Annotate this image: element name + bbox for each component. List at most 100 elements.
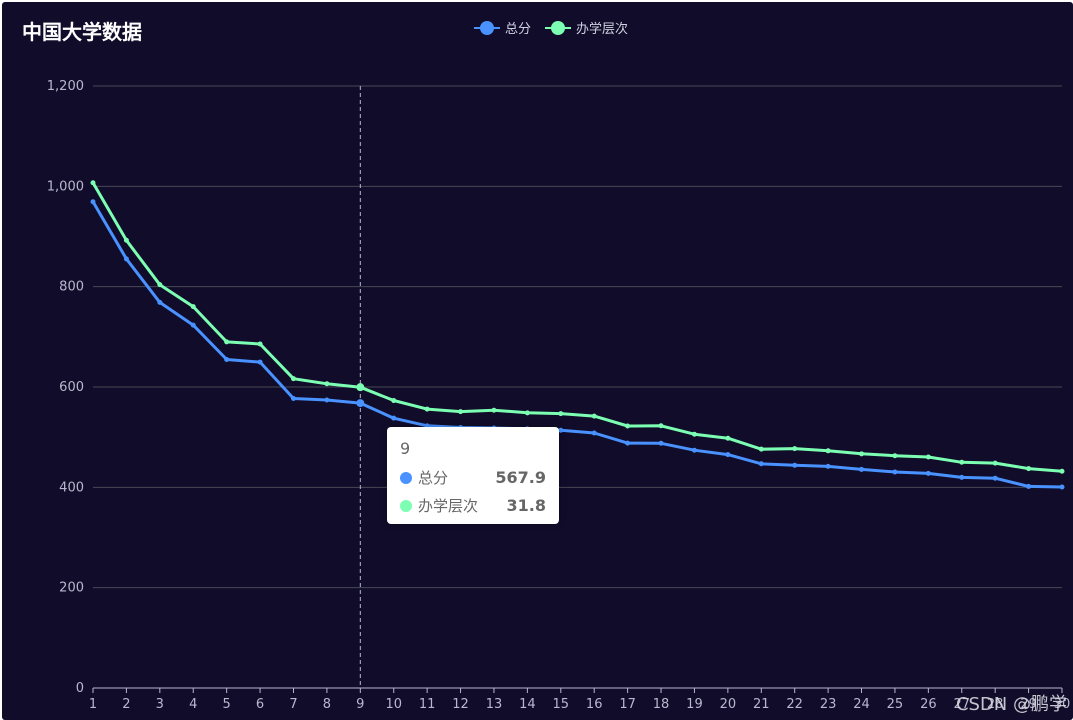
x-tick-label: 28 [987,697,1004,712]
series-line-level [91,182,1063,473]
data-point-level [257,341,263,347]
x-tick-label: 25 [887,697,904,712]
legend-swatch-total [474,20,500,35]
legend-label-level: 办学层次 [576,22,629,37]
data-point-level [1059,468,1065,474]
data-point-total [391,415,397,421]
x-tick-label: 4 [189,697,197,712]
tooltip-name-level: 办学层次 [418,497,479,515]
tooltip-header: 9 [400,439,411,458]
series-line-total [91,201,1063,489]
data-point-level [591,413,597,419]
x-tick-label: 19 [686,697,703,712]
data-point-total [925,470,931,476]
x-tick-label: 5 [223,697,231,712]
x-tick-label: 29 [1020,697,1037,712]
data-point-level [290,376,296,382]
legend-swatch-level [545,20,572,35]
legend-item-total[interactable]: 总分 [474,18,531,37]
data-point-total [1026,483,1032,489]
data-point-level [859,451,865,457]
data-point-level [792,446,798,452]
x-tick-label: 23 [820,697,837,712]
x-tick-label: 14 [519,697,536,712]
legend-item-level[interactable]: 办学层次 [545,18,628,37]
x-tick-label: 18 [653,697,670,712]
data-point-total [725,452,731,458]
data-point-total [123,256,129,262]
data-point-total [625,440,631,446]
data-point-total [290,396,296,402]
x-tick-label: 24 [853,697,870,712]
data-point-level [658,423,664,429]
tooltip-value-level: 31.8 [506,496,546,515]
x-tick-label: 1 [89,697,97,712]
data-point-total [591,430,597,436]
x-tick-label: 11 [419,697,436,712]
y-tick-label: 1,000 [47,179,84,194]
data-point-total [558,427,564,433]
data-point-total [758,461,764,467]
y-tick-label: 1,200 [47,79,84,94]
data-point-level [458,409,464,415]
x-tick-label: 13 [486,697,503,712]
tooltip-name-total: 总分 [418,469,449,487]
x-tick-label: 17 [619,697,636,712]
tooltip: 9 总分 567.9 办学层次 31.8 [387,427,559,524]
data-point-total [90,199,96,205]
x-tick-label: 16 [586,697,603,712]
data-point-level [691,431,697,437]
x-tick-label: 6 [256,697,264,712]
data-point-level [324,381,330,387]
tooltip-value-total: 567.9 [495,468,546,487]
data-point-level [925,454,931,460]
data-point-total [792,462,798,468]
data-point-level [625,423,631,429]
data-point-level [190,304,196,310]
data-point-level [424,406,430,412]
data-point-total [157,299,163,305]
x-tick-label: 7 [289,697,297,712]
legend: 总分 办学层次 [474,18,628,37]
tooltip-dot-total [400,471,412,484]
chart-title: 中国大学数据 [22,20,142,44]
data-point-total [892,469,898,475]
watermark: CSDN @鹏学 [955,694,1067,715]
data-point-level [123,237,129,243]
data-point-level [1026,466,1032,472]
x-tick-label: 22 [786,697,803,712]
x-tick-label: 26 [920,697,937,712]
data-point-level [491,407,497,413]
y-tick-label: 400 [59,480,84,495]
x-tick-label: 27 [953,697,970,712]
data-point-total [859,466,865,472]
x-tick-label: 8 [323,697,331,712]
data-point-level [825,448,831,454]
x-tick-label: 9 [356,697,364,712]
data-point-total [356,399,365,408]
x-tick-label: 21 [753,697,770,712]
x-tick-label: 15 [553,697,570,712]
data-point-level [157,282,163,288]
data-point-level [758,446,764,452]
data-point-level [992,460,998,466]
data-point-total [825,463,831,469]
data-point-total [324,397,330,403]
data-point-level [959,459,965,465]
x-tick-label: 20 [720,697,737,712]
y-tick-label: 200 [59,581,84,596]
tooltip-row-total: 总分 567.9 [400,467,546,488]
data-point-total [224,357,230,363]
data-point-level [524,410,530,416]
data-point-total [658,440,664,446]
data-point-level [224,339,230,345]
tooltip-row-level: 办学层次 31.8 [400,495,546,516]
data-point-level [558,411,564,417]
x-tick-label: 30 [1054,697,1071,712]
y-tick-label: 600 [59,380,84,395]
data-point-total [691,447,697,453]
y-tick-label: 0 [76,681,84,696]
data-point-total [1059,484,1065,490]
data-point-total [959,474,965,480]
